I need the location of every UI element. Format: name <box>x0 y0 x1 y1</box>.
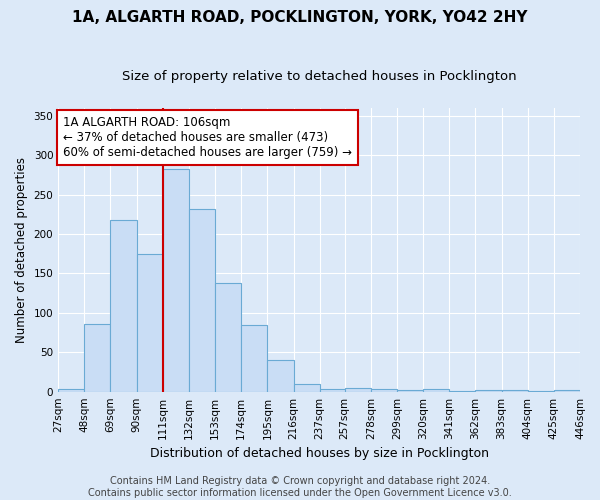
X-axis label: Distribution of detached houses by size in Pocklington: Distribution of detached houses by size … <box>149 447 488 460</box>
Text: Contains HM Land Registry data © Crown copyright and database right 2024.
Contai: Contains HM Land Registry data © Crown c… <box>88 476 512 498</box>
Bar <box>241 324 268 392</box>
Y-axis label: Number of detached properties: Number of detached properties <box>15 156 28 342</box>
Bar <box>110 220 137 392</box>
Bar <box>293 384 320 392</box>
Title: Size of property relative to detached houses in Pocklington: Size of property relative to detached ho… <box>122 70 517 83</box>
Bar <box>475 390 502 392</box>
Bar <box>502 390 527 392</box>
Bar <box>189 208 215 392</box>
Bar <box>163 168 189 392</box>
Text: 1A, ALGARTH ROAD, POCKLINGTON, YORK, YO42 2HY: 1A, ALGARTH ROAD, POCKLINGTON, YORK, YO4… <box>72 10 528 25</box>
Bar <box>215 283 241 392</box>
Bar <box>554 390 580 392</box>
Bar <box>85 324 110 392</box>
Bar <box>527 391 554 392</box>
Bar <box>268 360 293 392</box>
Bar <box>449 391 475 392</box>
Text: 1A ALGARTH ROAD: 106sqm
← 37% of detached houses are smaller (473)
60% of semi-d: 1A ALGARTH ROAD: 106sqm ← 37% of detache… <box>64 116 352 160</box>
Bar <box>137 254 163 392</box>
Bar <box>423 390 449 392</box>
Bar <box>344 388 371 392</box>
Bar <box>397 390 423 392</box>
Bar <box>320 390 346 392</box>
Bar <box>58 390 85 392</box>
Bar <box>371 390 397 392</box>
